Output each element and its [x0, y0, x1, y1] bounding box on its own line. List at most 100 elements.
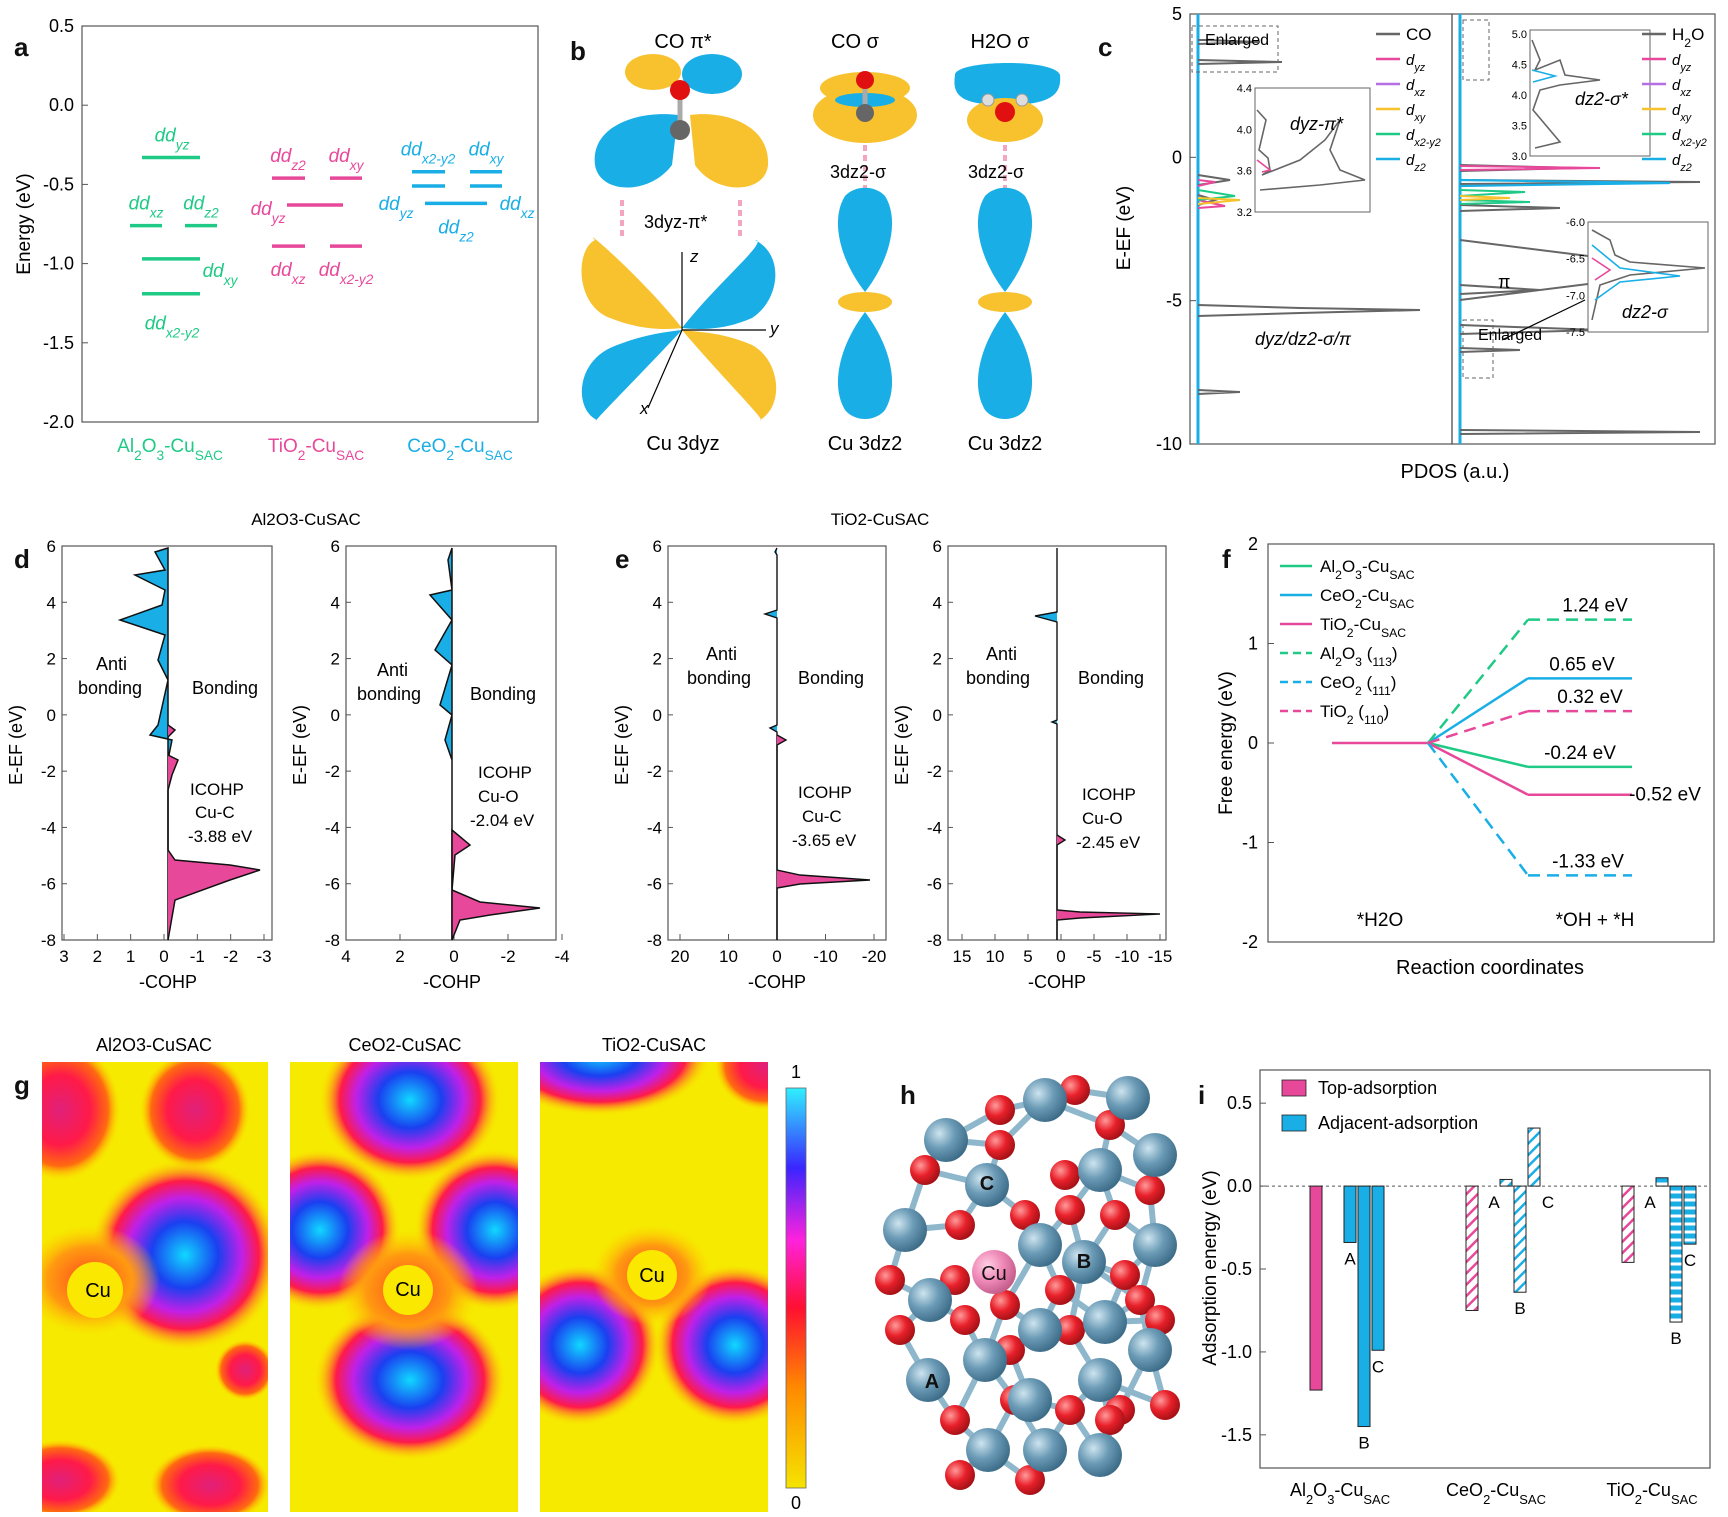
- orbital-label-dxy: ddxy: [203, 261, 239, 288]
- site-label-cu-3: Cu: [639, 1265, 665, 1287]
- ytick-label: 4: [653, 593, 662, 612]
- xtick-label: 0: [449, 947, 458, 966]
- panel-i-ytick-label: -0.5: [1221, 1259, 1252, 1279]
- panel-a-x-label: TiO2-CuSAC: [268, 436, 364, 463]
- legend-label-dyz: dyz: [1672, 52, 1692, 74]
- ytick-label: 2: [47, 650, 56, 669]
- metal-atom: [1078, 1148, 1122, 1192]
- oxygen-atom: [945, 1460, 975, 1490]
- metal-atom: [908, 1278, 952, 1322]
- inset-tick-label: 4.0: [1512, 90, 1527, 102]
- oxygen-atom: [875, 1265, 905, 1295]
- colorbar: [785, 1087, 807, 1489]
- panel-d-right-icohp: ICOHP: [478, 763, 532, 782]
- ytick-label: -2: [927, 762, 942, 781]
- oxygen-atom: [885, 1315, 915, 1345]
- panel-f-y-axis: 2 1 0 -1 -2: [1242, 534, 1274, 952]
- panel-c-y-label: E-EF (eV): [1114, 186, 1135, 270]
- atom-label-a: A: [925, 1371, 939, 1393]
- ytick-label: -4: [647, 818, 662, 837]
- ytick-label: -2: [41, 762, 56, 781]
- metal-atom: [906, 1358, 950, 1402]
- panel-i-y-axis: 0.5 0.0 -0.5 -1.0 -1.5: [1221, 1093, 1266, 1445]
- ytick-label: 4: [933, 593, 942, 612]
- panel-d-left-icohp: ICOHP: [190, 780, 244, 799]
- oxygen-atom: [950, 1305, 980, 1335]
- pdos-co-legend: CO dyz dxz dxy dx2-y2 dz2: [1376, 25, 1441, 174]
- metal-atom: [1106, 1076, 1150, 1120]
- panel-i-ytick-label: -1.0: [1221, 1342, 1252, 1362]
- panel-e-left-y-axis: 6 4 2 0 -2 -4 -6 -8: [647, 537, 673, 950]
- pdos-h2o-curves: [1458, 14, 1701, 444]
- legend-label-H2O: H2O: [1672, 25, 1704, 50]
- xtick-label: -4: [554, 947, 569, 966]
- panel-letter-f: f: [1222, 544, 1231, 574]
- free-energy-connector: [1427, 741, 1529, 796]
- ytick-label: -8: [927, 931, 942, 950]
- axis-y-label: y: [769, 319, 780, 338]
- oxygen-atom: [1095, 1405, 1125, 1435]
- ytick-label: -6: [325, 875, 340, 894]
- inset-tick-label: -7.5: [1566, 327, 1585, 339]
- pdos-co-curves: [1196, 14, 1421, 444]
- panel-a-ytick-label: -0.5: [43, 174, 74, 194]
- panel-e-right-icohp: ICOHP: [1082, 785, 1136, 804]
- pdos-h2o-frame: [1451, 13, 1716, 445]
- panel-d-right-value: -2.04 eV: [470, 811, 535, 830]
- panel-e-right-y-axis: 6 4 2 0 -2 -4 -6 -8: [927, 537, 953, 950]
- inset-tick-label: -6.0: [1566, 217, 1585, 229]
- panel-e-left-pair: Cu-C: [802, 807, 842, 826]
- metal-atom: [963, 1338, 1007, 1382]
- cu-atom: [972, 1250, 1016, 1294]
- metal-atom: [1128, 1328, 1172, 1372]
- cu-3dyz-orbital: z y x: [581, 237, 780, 421]
- panel-e-left-bonding-word: bonding: [687, 668, 751, 688]
- panel-e-left-x-axis: 20 10 0 -10 -20: [671, 934, 886, 966]
- orbital-label-dyz: ddyz: [251, 199, 286, 226]
- panel-f-legend-label: Al2O3 (113): [1320, 644, 1398, 669]
- xtick-label: 0: [1056, 947, 1065, 966]
- panel-i-ytick-label: 0.0: [1227, 1176, 1252, 1196]
- panel-a-frame: [81, 25, 539, 423]
- adsorption-bar: [1669, 1185, 1683, 1323]
- oxygen-atom: [1060, 1075, 1090, 1105]
- xtick-label: -2: [223, 947, 238, 966]
- xtick-label: -5: [1086, 947, 1101, 966]
- oxygen-atom: [1110, 1260, 1140, 1290]
- xtick-label: -2: [500, 947, 515, 966]
- xtick-label: 2: [93, 947, 102, 966]
- panel-f-reactant-label: *H2O: [1357, 910, 1403, 931]
- panel-f-y-label: Free energy (eV): [1216, 671, 1237, 815]
- panel-d-left-bonding: Bonding: [192, 678, 258, 698]
- xtick-label: 10: [719, 947, 738, 966]
- bond-label-dz2-sigma-co: 3dz2-σ: [830, 162, 886, 182]
- panel-e-right-y-label: E-EF (eV): [892, 705, 912, 785]
- ytick-label: 0: [653, 706, 662, 725]
- panel-letter-d: d: [14, 544, 30, 574]
- panel-d-left-pair: Cu-C: [195, 803, 235, 822]
- panel-a-x-labels: Al2O3-CuSAC TiO2-CuSAC CeO2-CuSAC: [117, 436, 513, 463]
- panel-i-legend-label: Top-adsorption: [1318, 1078, 1437, 1098]
- ytick-label: 2: [653, 650, 662, 669]
- adsorption-bar: [1465, 1185, 1479, 1311]
- charge-map-al2o3: Cu: [42, 1062, 268, 1512]
- panel-f-legend-label: CeO2 (111): [1320, 673, 1396, 698]
- oxygen-atom: [1135, 1175, 1165, 1205]
- panel-c-pdos: c 5 0 -5 -10 E-EF (eV) PDOS (a.u.) Enlarged…: [1098, 4, 1716, 483]
- site-label-B: B: [1670, 1329, 1681, 1348]
- metal-atom: [966, 1428, 1010, 1472]
- ytick-label: 4: [331, 593, 340, 612]
- legend-label-dxy: dxy: [1672, 102, 1692, 124]
- adsorption-bar: [1527, 1127, 1541, 1187]
- pdos-co-enlarged-label: Enlarged: [1205, 32, 1269, 49]
- ytick-label: -8: [647, 931, 662, 950]
- panel-c-y-axis: 5 0 -5 -10: [1156, 4, 1196, 454]
- charge-map-ceo2: Cu: [290, 1062, 518, 1512]
- oxygen-atom: [1050, 1160, 1080, 1190]
- xtick-label: -1: [190, 947, 205, 966]
- panel-c-ytick-label: -5: [1166, 291, 1182, 311]
- oxygen-atom: [1010, 1200, 1040, 1230]
- panel-g-title-3: TiO2-CuSAC: [602, 1035, 706, 1055]
